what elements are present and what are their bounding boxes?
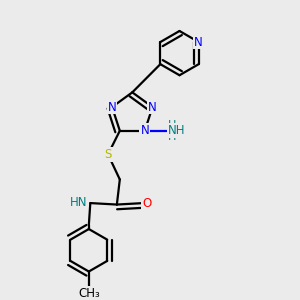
Text: H: H bbox=[168, 120, 176, 130]
Text: N: N bbox=[140, 124, 149, 137]
Text: N: N bbox=[108, 100, 116, 113]
Text: N: N bbox=[194, 35, 203, 49]
Text: H: H bbox=[168, 132, 176, 142]
Text: N: N bbox=[148, 100, 157, 113]
Text: S: S bbox=[104, 148, 112, 161]
Text: O: O bbox=[142, 196, 152, 210]
Text: CH₃: CH₃ bbox=[78, 286, 100, 300]
Text: NH: NH bbox=[167, 124, 185, 137]
Text: HN: HN bbox=[70, 196, 87, 209]
